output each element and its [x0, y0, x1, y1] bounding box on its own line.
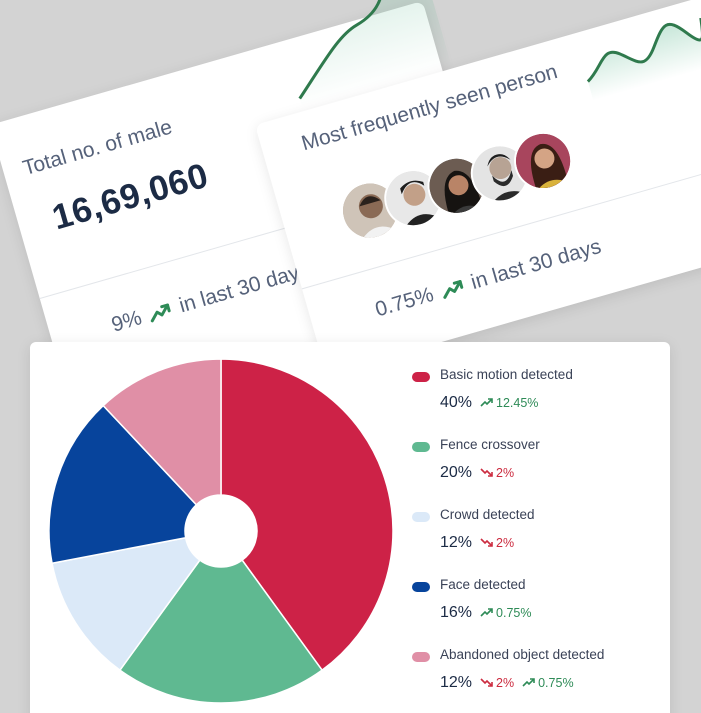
legend-value-row: 12% 2%: [440, 534, 514, 552]
pie-slice-3[interactable]: [51, 536, 201, 672]
legend-swatch: [412, 652, 430, 662]
trend-down-icon: [480, 678, 493, 687]
male-change-period: in last 30 days: [176, 258, 312, 318]
legend-swatch: [412, 582, 430, 592]
trend-down-icon: [480, 538, 493, 547]
legend-value-row: 20% 2%: [440, 464, 514, 482]
legend-item[interactable]: Basic motion detected 40% 12.45%: [412, 364, 662, 424]
legend-item[interactable]: Crowd detected 12% 2%: [412, 504, 662, 564]
trend-up-icon: [151, 303, 172, 323]
male-change-value: 9%: [108, 306, 145, 337]
person-sparkline: [586, 17, 701, 101]
trend-down-icon: [480, 468, 493, 477]
detection-chart-card: Basic motion detected 40% 12.45% Fence cros…: [30, 342, 670, 713]
pie-slice-4[interactable]: [48, 404, 198, 565]
legend-trend-value: 0.75%: [538, 675, 574, 690]
male-card-footer: 9% in last 30 days: [109, 258, 312, 337]
legend-trend-up: 0.75%: [480, 606, 531, 620]
trend-up-icon: [442, 280, 463, 299]
legend-swatch: [412, 442, 430, 452]
trend-up-icon: [522, 678, 535, 687]
legend-trend-down: 2%: [480, 676, 514, 690]
legend-trend-down: 2%: [480, 536, 514, 550]
trend-up-icon: [480, 608, 493, 617]
detection-donut-chart: [48, 358, 394, 704]
legend-swatch: [412, 512, 430, 522]
person-change-value: 0.75%: [372, 282, 437, 322]
legend-percent: 20%: [440, 464, 473, 481]
male-sparkline: [298, 0, 452, 109]
pie-slice-5[interactable]: [102, 358, 222, 506]
legend-trend-down: 2%: [480, 466, 514, 480]
legend-item[interactable]: Fence crossover 20% 2%: [412, 434, 662, 494]
legend-percent: 12%: [440, 534, 473, 551]
legend-label: Fence crossover: [440, 437, 540, 452]
legend-swatch: [412, 372, 430, 382]
frequent-person-card: Most frequently seen person: [255, 0, 701, 375]
legend-item[interactable]: Face detected 16% 0.75%: [412, 574, 662, 634]
legend-label: Face detected: [440, 577, 526, 592]
legend-percent: 16%: [440, 604, 473, 621]
male-count-value: 16,69,060: [47, 155, 213, 238]
pie-slice-1[interactable]: [220, 358, 394, 672]
legend-item[interactable]: Abandoned object detected 12% 2% 0.75%: [412, 644, 662, 704]
male-count-card: Total no. of male 16,69,060 9% in last 3…: [0, 0, 506, 414]
legend-trend-value: 12.45%: [496, 395, 539, 410]
person-change-period: in last 30 days: [468, 234, 604, 295]
trend-up-icon: [480, 398, 493, 407]
legend-trend-value: 2%: [496, 465, 515, 480]
legend-trend-up: 12.45%: [480, 396, 538, 410]
legend-trend-value: 2%: [496, 535, 515, 550]
legend-value-row: 12% 2% 0.75%: [440, 674, 574, 692]
legend-label: Crowd detected: [440, 507, 535, 522]
legend-trend-value: 2%: [496, 675, 515, 690]
legend-value-row: 40% 12.45%: [440, 394, 538, 412]
legend-label: Abandoned object detected: [440, 647, 605, 662]
legend-percent: 40%: [440, 394, 473, 411]
legend-label: Basic motion detected: [440, 367, 573, 382]
pie-slice-2[interactable]: [118, 559, 324, 704]
legend-trend-value: 0.75%: [496, 605, 532, 620]
legend-value-row: 16% 0.75%: [440, 604, 531, 622]
person-card-footer: 0.75% in last 30 days: [373, 235, 604, 323]
legend-trend-up: 0.75%: [522, 675, 574, 690]
legend-percent: 12%: [440, 674, 473, 691]
